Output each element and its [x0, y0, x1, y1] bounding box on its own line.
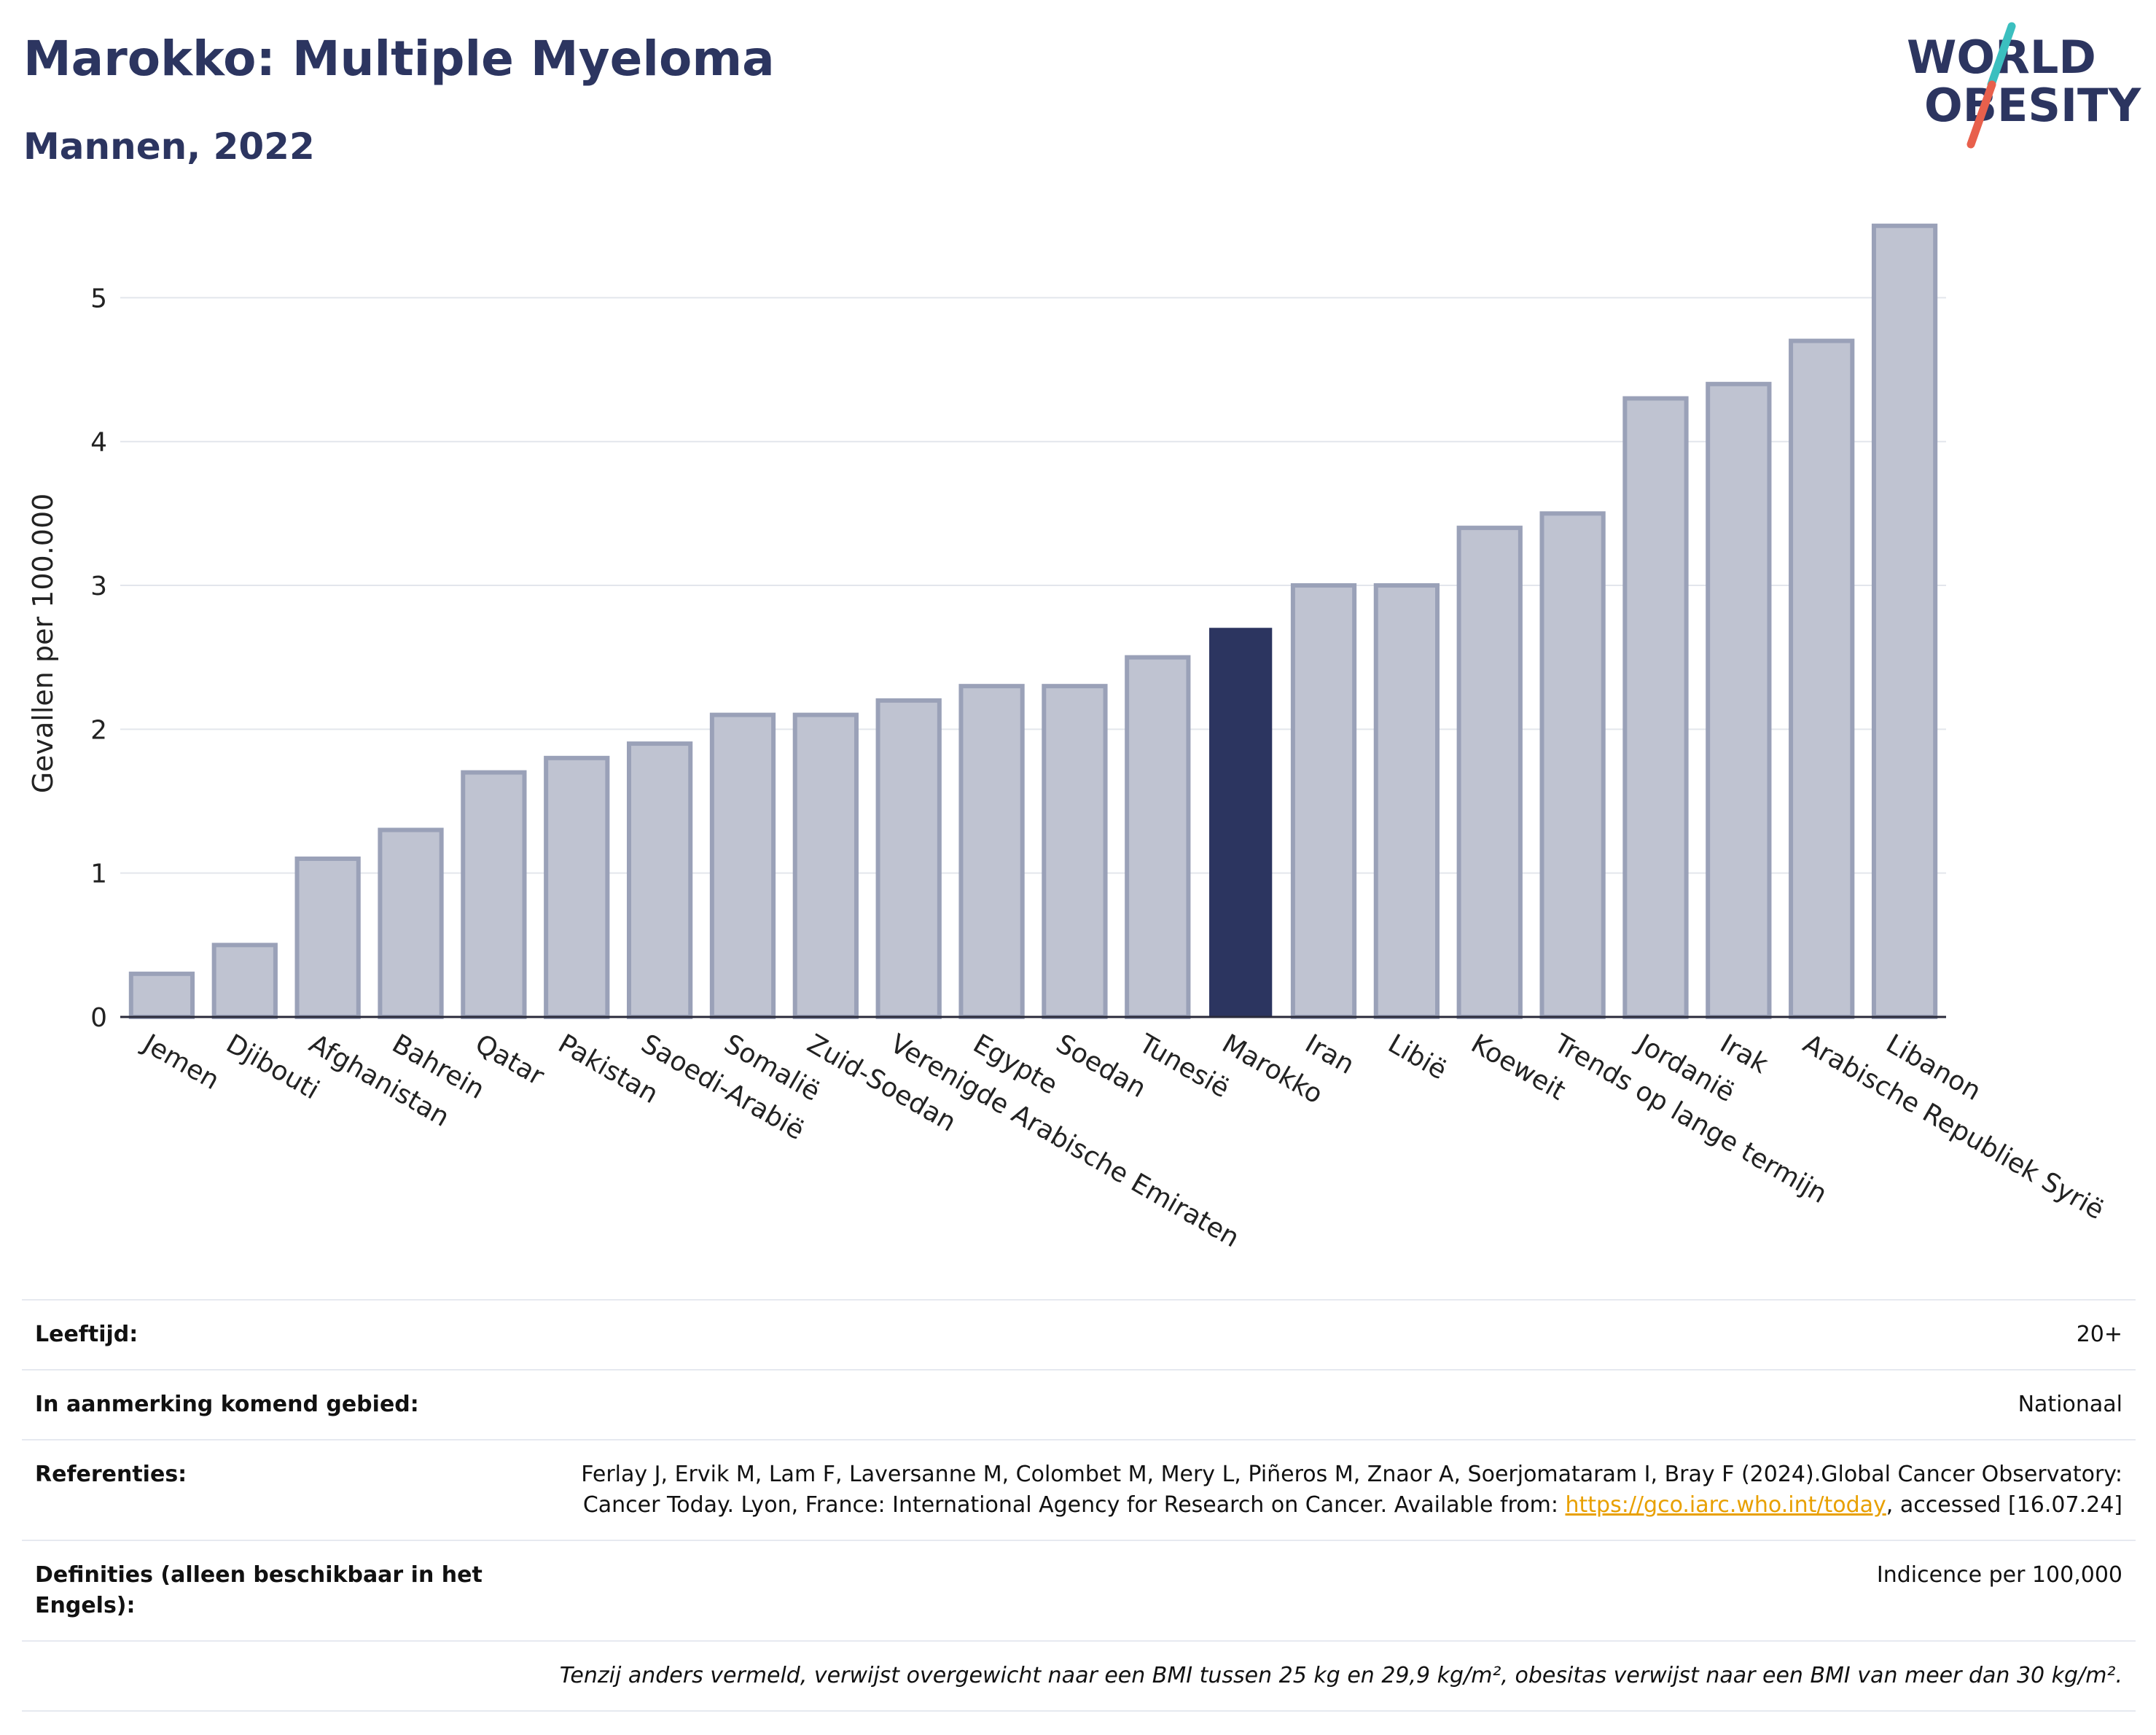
y-tick-label: 1 — [90, 859, 107, 889]
x-tick-label: Arabische Republiek Syrië — [1798, 1029, 2109, 1225]
info-row-note: Tenzij anders vermeld, verwijst overgewi… — [22, 1640, 2136, 1712]
x-tick-label: Libië — [1383, 1029, 1451, 1085]
bar[interactable] — [958, 684, 1025, 1019]
bar[interactable] — [1456, 526, 1523, 1019]
logo-slash-teal — [1987, 22, 2016, 89]
x-tick-label: Afghanistan — [304, 1029, 454, 1133]
logo-graphic: WORLD OBESITY — [1907, 22, 2141, 149]
x-tick-label: Djibouti — [221, 1029, 324, 1105]
chart-subtitle: Mannen, 2022 — [23, 125, 315, 168]
references-text: Ferlay J, Ervik M, Lam F, Laversanne M, … — [581, 1462, 2122, 1518]
bar[interactable] — [1290, 583, 1357, 1019]
definitions-label: Definities (alleen beschikbaar in het En… — [35, 1562, 483, 1618]
y-tick-label: 3 — [90, 572, 107, 601]
bar[interactable] — [709, 712, 776, 1019]
logo-slash-coral — [1966, 80, 1996, 149]
bar-chart: 0 1 2 3 4 5 JemenDjiboutiAfghanistanBahreinQa… — [27, 223, 2109, 1253]
world-obesity-logo: WORLD OBESITY — [1895, 22, 2143, 153]
y-axis-label: Gevallen per 100.000 — [27, 494, 59, 794]
y-axis: 0 1 2 3 4 5 — [90, 284, 107, 1033]
x-tick-label: Koeweit — [1466, 1029, 1570, 1106]
age-value: 20+ — [2076, 1322, 2122, 1347]
bar[interactable] — [294, 856, 361, 1019]
bar[interactable] — [378, 827, 444, 1020]
bar[interactable] — [1373, 583, 1440, 1019]
area-label: In aanmerking komend gebied: — [35, 1392, 419, 1417]
bmi-note: Tenzij anders vermeld, verwijst overgewi… — [559, 1663, 2122, 1688]
definitions-value: Indicence per 100,000 — [1876, 1562, 2122, 1588]
bar[interactable] — [128, 971, 195, 1020]
y-tick-label: 2 — [90, 715, 107, 745]
chart-title: Marokko: Multiple Myeloma — [23, 31, 775, 87]
x-tick-label: Jemen — [137, 1028, 224, 1096]
bar[interactable] — [792, 712, 859, 1019]
bar[interactable] — [1125, 655, 1191, 1019]
y-tick-label: 5 — [90, 284, 107, 313]
bar[interactable] — [1789, 338, 1855, 1019]
info-row-definitions: Definities (alleen beschikbaar in het En… — [22, 1540, 2136, 1640]
y-tick-label: 4 — [90, 428, 107, 458]
bar[interactable] — [461, 770, 527, 1020]
x-tick-label: Irak — [1715, 1029, 1773, 1080]
references-label: Referenties: — [35, 1462, 187, 1487]
bar[interactable] — [1539, 511, 1606, 1019]
area-value: Nationaal — [2018, 1392, 2122, 1417]
age-label: Leeftijd: — [35, 1322, 138, 1347]
bar[interactable] — [544, 755, 610, 1019]
x-tick-label: Tunesië — [1133, 1029, 1234, 1104]
bar[interactable] — [1622, 396, 1689, 1019]
references-suffix: , accessed [16.07.24] — [1886, 1492, 2122, 1518]
bar[interactable] — [626, 741, 693, 1019]
logo-line-2: OBESITY — [1924, 79, 2141, 132]
x-tick-label: Soedan — [1051, 1029, 1151, 1104]
info-table: Leeftijd: 20+ In aanmerking komend gebie… — [22, 1299, 2136, 1712]
references-link[interactable]: https://gco.iarc.who.int/today — [1565, 1492, 1886, 1518]
references-value: Ferlay J, Ervik M, Lam F, Laversanne M, … — [555, 1459, 2122, 1521]
bar[interactable] — [1871, 223, 1938, 1019]
bar[interactable] — [1042, 684, 1108, 1019]
bar-highlight[interactable] — [1209, 628, 1273, 1018]
info-row-area: In aanmerking komend gebied: Nationaal — [22, 1369, 2136, 1439]
bar[interactable] — [1706, 381, 1772, 1019]
bar[interactable] — [211, 943, 278, 1019]
y-tick-label: 0 — [90, 1003, 107, 1033]
info-row-age: Leeftijd: 20+ — [22, 1299, 2136, 1369]
info-row-references: Referenties: Ferlay J, Ervik M, Lam F, L… — [22, 1439, 2136, 1540]
bars — [128, 223, 1938, 1020]
bar[interactable] — [875, 698, 942, 1020]
